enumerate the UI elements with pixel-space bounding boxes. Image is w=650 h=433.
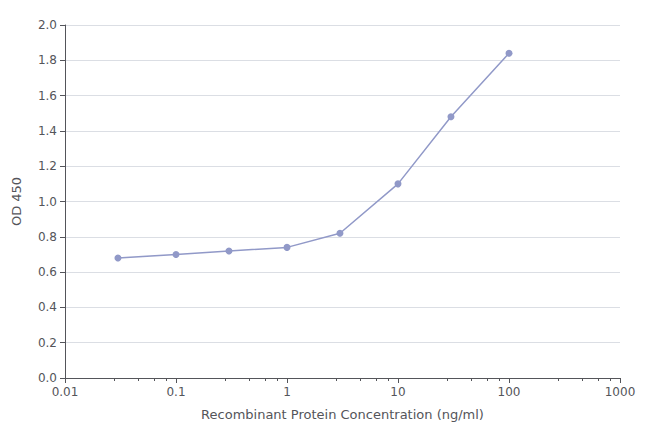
svg-text:2.0: 2.0 [38,18,57,32]
svg-text:0.4: 0.4 [38,300,57,314]
svg-text:OD 450: OD 450 [9,177,24,226]
svg-text:100: 100 [498,385,521,399]
svg-text:0.2: 0.2 [38,336,57,350]
svg-text:1000: 1000 [605,385,636,399]
svg-text:1: 1 [283,385,291,399]
svg-text:Recombinant Protein Concentrat: Recombinant Protein Concentration (ng/ml… [201,407,484,422]
svg-text:1.4: 1.4 [38,124,57,138]
svg-text:10: 10 [390,385,405,399]
svg-text:1.0: 1.0 [38,195,57,209]
svg-text:0.8: 0.8 [38,230,57,244]
svg-text:0.6: 0.6 [38,265,57,279]
svg-text:1.8: 1.8 [38,53,57,67]
svg-text:0.01: 0.01 [52,385,79,399]
svg-text:1.6: 1.6 [38,89,57,103]
svg-text:0.1: 0.1 [166,385,185,399]
svg-text:1.2: 1.2 [38,159,57,173]
svg-text:0.0: 0.0 [38,371,57,385]
